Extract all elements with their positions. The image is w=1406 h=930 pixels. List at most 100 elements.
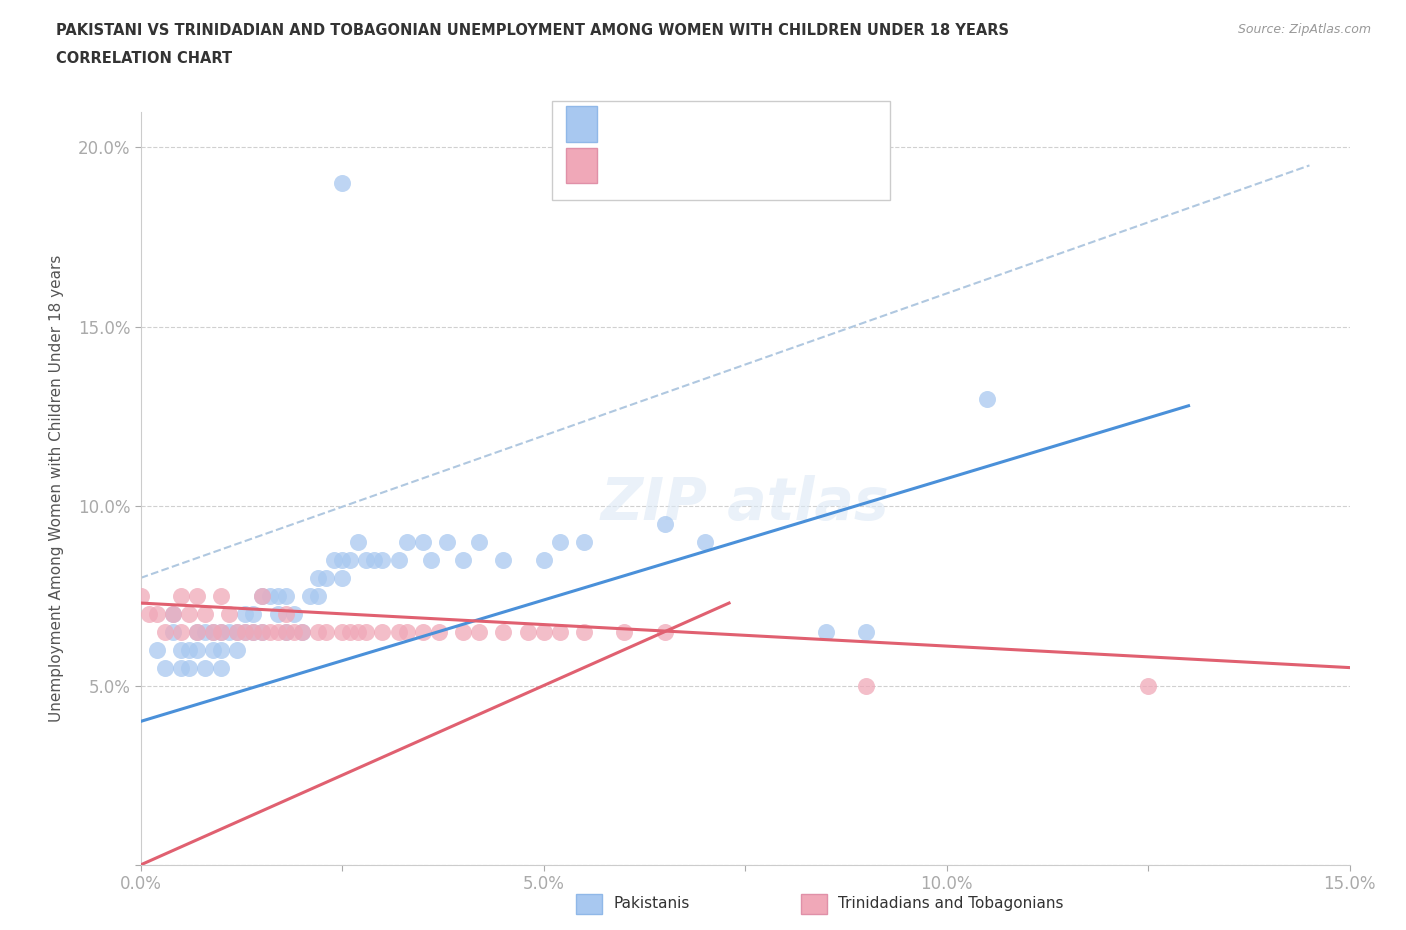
Point <box>412 535 434 550</box>
Point <box>613 624 636 639</box>
Point <box>427 624 450 639</box>
Point <box>323 552 346 567</box>
Point <box>162 624 184 639</box>
Point <box>347 535 370 550</box>
Point <box>298 589 321 604</box>
Point <box>371 624 394 639</box>
Point <box>235 624 257 639</box>
Point <box>162 606 184 621</box>
Text: 62: 62 <box>773 115 797 133</box>
Point <box>283 624 305 639</box>
Text: Source: ZipAtlas.com: Source: ZipAtlas.com <box>1237 23 1371 36</box>
Point <box>170 589 193 604</box>
Point <box>492 552 515 567</box>
Point <box>533 552 555 567</box>
Point <box>194 660 217 675</box>
Point <box>138 606 160 621</box>
Point <box>283 606 305 621</box>
Point <box>356 624 378 639</box>
Point <box>274 589 297 604</box>
Point <box>548 535 571 550</box>
Point <box>330 176 353 191</box>
Point <box>186 643 208 658</box>
Point <box>468 624 491 639</box>
Point <box>145 606 167 621</box>
Point <box>291 624 314 639</box>
Point <box>194 624 217 639</box>
Point <box>250 624 273 639</box>
Point <box>371 552 394 567</box>
Point <box>307 570 329 585</box>
Point <box>339 624 361 639</box>
Point <box>363 552 385 567</box>
Point <box>572 624 595 639</box>
Point <box>1137 678 1160 693</box>
Point <box>855 678 877 693</box>
Point <box>170 643 193 658</box>
Text: PAKISTANI VS TRINIDADIAN AND TOBAGONIAN UNEMPLOYMENT AMONG WOMEN WITH CHILDREN U: PAKISTANI VS TRINIDADIAN AND TOBAGONIAN … <box>56 23 1010 38</box>
Y-axis label: Unemployment Among Women with Children Under 18 years: Unemployment Among Women with Children U… <box>49 255 63 722</box>
Text: 0.303: 0.303 <box>652 115 706 133</box>
Point <box>202 643 225 658</box>
Point <box>250 589 273 604</box>
Point <box>235 606 257 621</box>
Point <box>395 624 418 639</box>
Point <box>315 624 337 639</box>
Point <box>170 624 193 639</box>
Point <box>291 624 314 639</box>
Point <box>194 606 217 621</box>
Point <box>347 624 370 639</box>
Point <box>387 552 409 567</box>
Point <box>259 589 281 604</box>
Point <box>339 552 361 567</box>
Point <box>572 535 595 550</box>
Text: -0.113: -0.113 <box>652 157 713 175</box>
Point <box>451 624 474 639</box>
Point <box>218 624 240 639</box>
Text: 48: 48 <box>783 157 807 175</box>
Text: ZIP atlas: ZIP atlas <box>600 475 890 532</box>
Point <box>356 552 378 567</box>
Point <box>202 624 225 639</box>
Point <box>177 643 200 658</box>
Point <box>209 660 232 675</box>
Text: Trinidadians and Tobagonians: Trinidadians and Tobagonians <box>838 897 1063 911</box>
Point <box>330 624 353 639</box>
Point <box>226 643 249 658</box>
Point <box>170 660 193 675</box>
Point <box>209 589 232 604</box>
Point <box>548 624 571 639</box>
Point <box>266 624 288 639</box>
Point <box>274 606 297 621</box>
Point <box>242 624 264 639</box>
Point <box>186 624 208 639</box>
Point <box>395 535 418 550</box>
Point <box>516 624 538 639</box>
Point <box>129 589 152 604</box>
Point <box>976 392 998 406</box>
Point <box>315 570 337 585</box>
Text: Pakistanis: Pakistanis <box>613 897 689 911</box>
Point <box>654 517 676 532</box>
Point <box>330 552 353 567</box>
Point <box>177 660 200 675</box>
Point <box>436 535 458 550</box>
Text: R =: R = <box>607 115 644 133</box>
Point <box>814 624 837 639</box>
Point <box>259 624 281 639</box>
Point <box>387 624 409 639</box>
Point <box>235 624 257 639</box>
Point <box>226 624 249 639</box>
Text: R =: R = <box>607 157 644 175</box>
Point <box>226 624 249 639</box>
Point <box>177 606 200 621</box>
Point <box>274 624 297 639</box>
Point <box>162 606 184 621</box>
Point <box>202 624 225 639</box>
Point <box>266 606 288 621</box>
Point <box>412 624 434 639</box>
Text: CORRELATION CHART: CORRELATION CHART <box>56 51 232 66</box>
Point <box>242 606 264 621</box>
Point <box>242 624 264 639</box>
Text: N =: N = <box>713 115 766 133</box>
